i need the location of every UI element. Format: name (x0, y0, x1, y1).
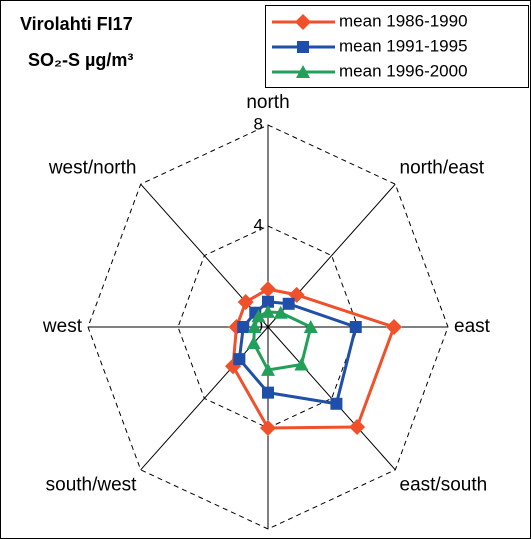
legend-label: mean 1986-1990 (339, 11, 468, 30)
chart-subtitle: SO₂-S µg/m³ (28, 50, 133, 70)
point (262, 295, 274, 308)
point (261, 304, 275, 318)
legend-marker (297, 41, 309, 53)
point (349, 418, 366, 435)
point (237, 294, 254, 311)
point (247, 320, 262, 333)
category-label: south/west (46, 474, 138, 495)
legend-label: mean 1996-2000 (339, 61, 468, 80)
tick-label: 8 (254, 114, 263, 133)
chart-title: Virolahti FI17 (20, 14, 133, 34)
legend-label: mean 1991-1995 (339, 36, 468, 55)
point (262, 386, 274, 399)
point (260, 420, 276, 436)
point (261, 362, 275, 376)
category-label: west/north (48, 158, 137, 179)
point (303, 320, 318, 333)
tick-label: 4 (254, 215, 263, 234)
axis-spoke (140, 326, 269, 471)
legend-marker (295, 14, 311, 30)
point (282, 297, 295, 310)
category-label: east/south (400, 474, 488, 495)
category-label: west (42, 316, 83, 337)
category-label: north (246, 92, 289, 113)
point (246, 336, 261, 350)
point (386, 319, 402, 335)
point (294, 357, 309, 371)
point (330, 397, 343, 410)
category-label: east (454, 316, 491, 337)
point (260, 281, 276, 298)
point (273, 305, 288, 319)
point (251, 309, 266, 323)
tick-label: 0 (254, 316, 263, 335)
legend-marker (296, 65, 310, 78)
point (349, 321, 362, 333)
point (233, 353, 246, 366)
category-label: north/east (400, 158, 485, 179)
point (237, 321, 250, 333)
